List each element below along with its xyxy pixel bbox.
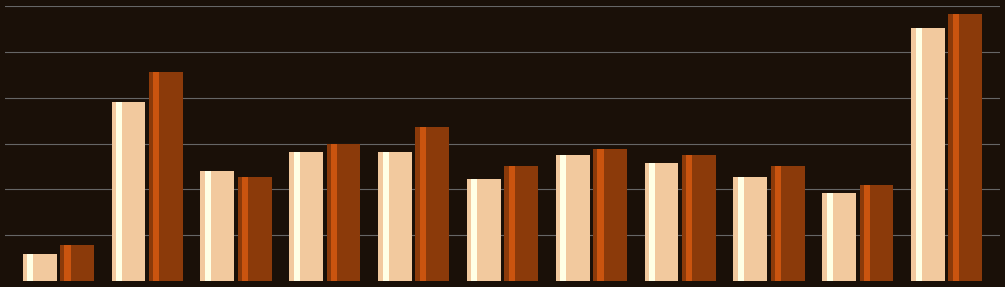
Bar bbox=[415, 127, 449, 281]
Bar bbox=[859, 185, 893, 281]
Bar bbox=[505, 166, 538, 281]
Bar bbox=[64, 245, 70, 281]
Bar bbox=[682, 154, 716, 281]
Bar bbox=[822, 193, 856, 281]
Bar bbox=[27, 254, 33, 281]
Bar bbox=[23, 254, 56, 281]
Bar bbox=[649, 163, 655, 281]
Bar bbox=[912, 28, 945, 281]
Bar bbox=[771, 166, 805, 281]
Bar bbox=[116, 102, 122, 281]
Bar bbox=[154, 72, 160, 281]
Bar bbox=[953, 14, 959, 281]
Bar bbox=[378, 152, 412, 281]
Bar bbox=[383, 152, 389, 281]
Bar bbox=[556, 154, 590, 281]
Bar bbox=[289, 152, 323, 281]
Bar bbox=[738, 177, 744, 281]
Bar bbox=[331, 144, 337, 281]
Bar bbox=[916, 28, 922, 281]
Bar bbox=[775, 166, 781, 281]
Bar bbox=[200, 171, 234, 281]
Bar bbox=[471, 179, 477, 281]
Bar bbox=[598, 149, 604, 281]
Bar bbox=[734, 177, 767, 281]
Bar bbox=[467, 179, 500, 281]
Bar bbox=[238, 177, 271, 281]
Bar bbox=[112, 102, 146, 281]
Bar bbox=[949, 14, 982, 281]
Bar bbox=[149, 72, 183, 281]
Bar bbox=[560, 154, 566, 281]
Bar bbox=[686, 154, 692, 281]
Bar bbox=[827, 193, 833, 281]
Bar bbox=[593, 149, 627, 281]
Bar bbox=[205, 171, 211, 281]
Bar bbox=[293, 152, 299, 281]
Bar bbox=[644, 163, 678, 281]
Bar bbox=[420, 127, 426, 281]
Bar bbox=[60, 245, 93, 281]
Bar bbox=[327, 144, 361, 281]
Bar bbox=[864, 185, 870, 281]
Bar bbox=[509, 166, 515, 281]
Bar bbox=[242, 177, 248, 281]
